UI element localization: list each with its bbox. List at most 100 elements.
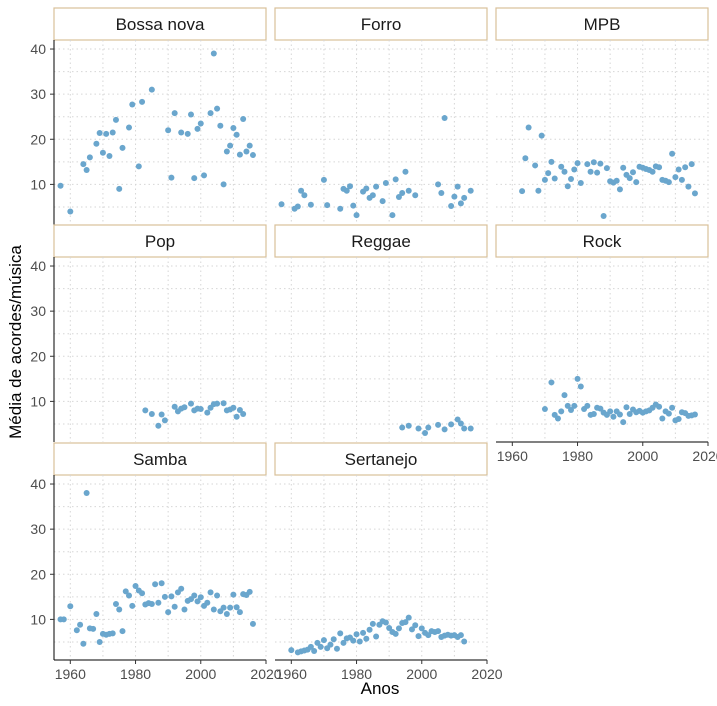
data-point xyxy=(161,593,168,600)
data-point xyxy=(191,175,198,182)
data-point xyxy=(350,637,357,644)
data-point xyxy=(659,415,666,422)
x-axis-title: Anos xyxy=(361,679,400,698)
facet-strip-reggae xyxy=(274,224,488,258)
data-point xyxy=(230,591,237,598)
data-point xyxy=(155,599,162,606)
data-point xyxy=(168,593,175,600)
data-point xyxy=(353,212,360,219)
data-point xyxy=(541,406,548,413)
data-point xyxy=(587,168,594,175)
data-point xyxy=(688,161,695,168)
data-point xyxy=(441,426,448,433)
data-point xyxy=(227,604,234,611)
data-point xyxy=(545,170,552,177)
facet-title-samba: Samba xyxy=(133,450,187,469)
data-point xyxy=(93,140,100,147)
x-tick-label: 1980 xyxy=(341,666,372,682)
data-point xyxy=(571,402,578,409)
data-point xyxy=(389,212,396,219)
facet-title-rock: Rock xyxy=(583,232,622,251)
data-point xyxy=(522,155,529,162)
data-point xyxy=(461,194,468,201)
data-point xyxy=(395,194,402,201)
data-point xyxy=(288,647,295,654)
data-point xyxy=(178,129,185,136)
data-point xyxy=(584,161,591,168)
data-point xyxy=(441,115,448,122)
y-tick-label: 10 xyxy=(30,393,46,409)
data-point xyxy=(408,626,415,633)
data-point xyxy=(152,581,159,588)
data-point xyxy=(399,189,406,196)
facet-strip-samba xyxy=(53,442,267,476)
data-point xyxy=(139,98,146,105)
data-point xyxy=(337,205,344,212)
data-point xyxy=(214,105,221,112)
data-point xyxy=(181,404,188,411)
facet-strip-bossa-nova xyxy=(53,7,267,41)
data-point xyxy=(369,192,376,199)
data-point xyxy=(402,168,409,175)
data-point xyxy=(112,601,119,608)
data-point xyxy=(171,603,178,610)
x-tick-label: 2020 xyxy=(471,666,502,682)
data-point xyxy=(412,192,419,199)
data-point xyxy=(425,424,432,431)
y-tick-label: 30 xyxy=(30,303,46,319)
data-point xyxy=(574,375,581,382)
data-point xyxy=(142,407,149,414)
data-point xyxy=(197,406,204,413)
data-point xyxy=(691,190,698,197)
data-point xyxy=(99,149,106,156)
y-tick-label: 10 xyxy=(30,611,46,627)
y-tick-label: 40 xyxy=(30,258,46,274)
data-point xyxy=(119,144,126,151)
data-point xyxy=(314,639,321,646)
x-tick-label: 1960 xyxy=(55,666,86,682)
data-point xyxy=(148,86,155,93)
data-point xyxy=(538,132,545,139)
data-point xyxy=(568,175,575,182)
data-point xyxy=(278,201,285,208)
data-point xyxy=(610,413,617,420)
data-point xyxy=(129,101,136,108)
data-point xyxy=(623,404,630,411)
data-point xyxy=(541,176,548,183)
data-point xyxy=(675,166,682,173)
data-point xyxy=(412,622,419,629)
data-point xyxy=(613,177,620,184)
data-point xyxy=(672,174,679,181)
y-tick-label: 10 xyxy=(30,176,46,192)
data-point xyxy=(519,188,526,195)
data-point xyxy=(626,411,633,418)
data-point xyxy=(629,169,636,176)
data-point xyxy=(90,625,97,632)
data-point xyxy=(454,416,461,423)
data-point xyxy=(422,429,429,436)
data-point xyxy=(415,633,422,640)
data-point xyxy=(669,404,676,411)
data-point xyxy=(656,403,663,410)
data-point xyxy=(379,198,386,205)
data-point xyxy=(405,614,412,621)
data-point xyxy=(600,212,607,219)
data-point xyxy=(373,633,380,640)
data-point xyxy=(80,640,87,647)
data-point xyxy=(669,150,676,157)
data-point xyxy=(405,422,412,429)
data-point xyxy=(236,151,243,158)
facet-strip-sertanejo xyxy=(274,442,488,476)
data-point xyxy=(327,641,334,648)
facet-strip-rock xyxy=(495,224,709,258)
data-point xyxy=(106,152,113,159)
data-point xyxy=(369,620,376,627)
x-tick-label: 2020 xyxy=(692,448,717,464)
data-point xyxy=(347,183,354,190)
data-point xyxy=(685,183,692,190)
data-point xyxy=(448,421,455,428)
data-point xyxy=(620,164,627,171)
x-tick-label: 2000 xyxy=(185,666,216,682)
data-point xyxy=(467,425,474,432)
